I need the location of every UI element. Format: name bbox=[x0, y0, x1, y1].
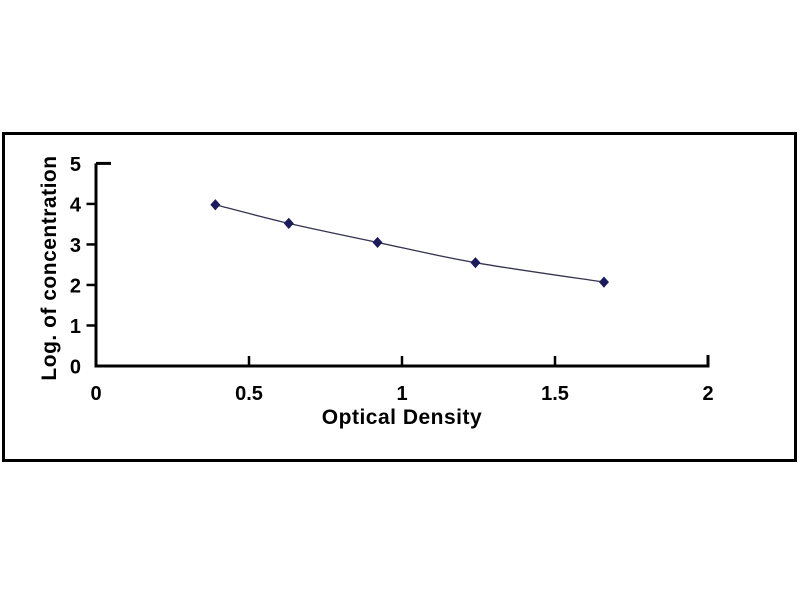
data-point-marker bbox=[210, 199, 221, 211]
x-tick-label: 2 bbox=[702, 383, 713, 405]
x-tick-label: 1 bbox=[396, 383, 407, 405]
y-tick-label: 1 bbox=[70, 316, 81, 338]
data-point-marker bbox=[470, 257, 481, 269]
data-point-marker bbox=[598, 276, 609, 288]
data-point-marker bbox=[283, 217, 294, 229]
y-tick-label: 3 bbox=[70, 235, 81, 257]
x-tick-label: 0 bbox=[90, 383, 101, 405]
y-tick-label: 5 bbox=[70, 154, 81, 176]
x-tick-label: 1.5 bbox=[541, 383, 569, 405]
y-tick-label: 4 bbox=[70, 194, 82, 216]
standard-curve-line bbox=[215, 204, 605, 283]
x-axis-title: Optical Density bbox=[321, 406, 483, 429]
chart-frame bbox=[2, 132, 797, 462]
y-axis-title: Log. of concentration bbox=[38, 155, 61, 381]
y-tick-label: 2 bbox=[70, 275, 81, 297]
data-point-marker bbox=[372, 236, 383, 249]
y-tick-label: 0 bbox=[70, 357, 81, 379]
x-tick-label: 0.5 bbox=[235, 383, 263, 405]
